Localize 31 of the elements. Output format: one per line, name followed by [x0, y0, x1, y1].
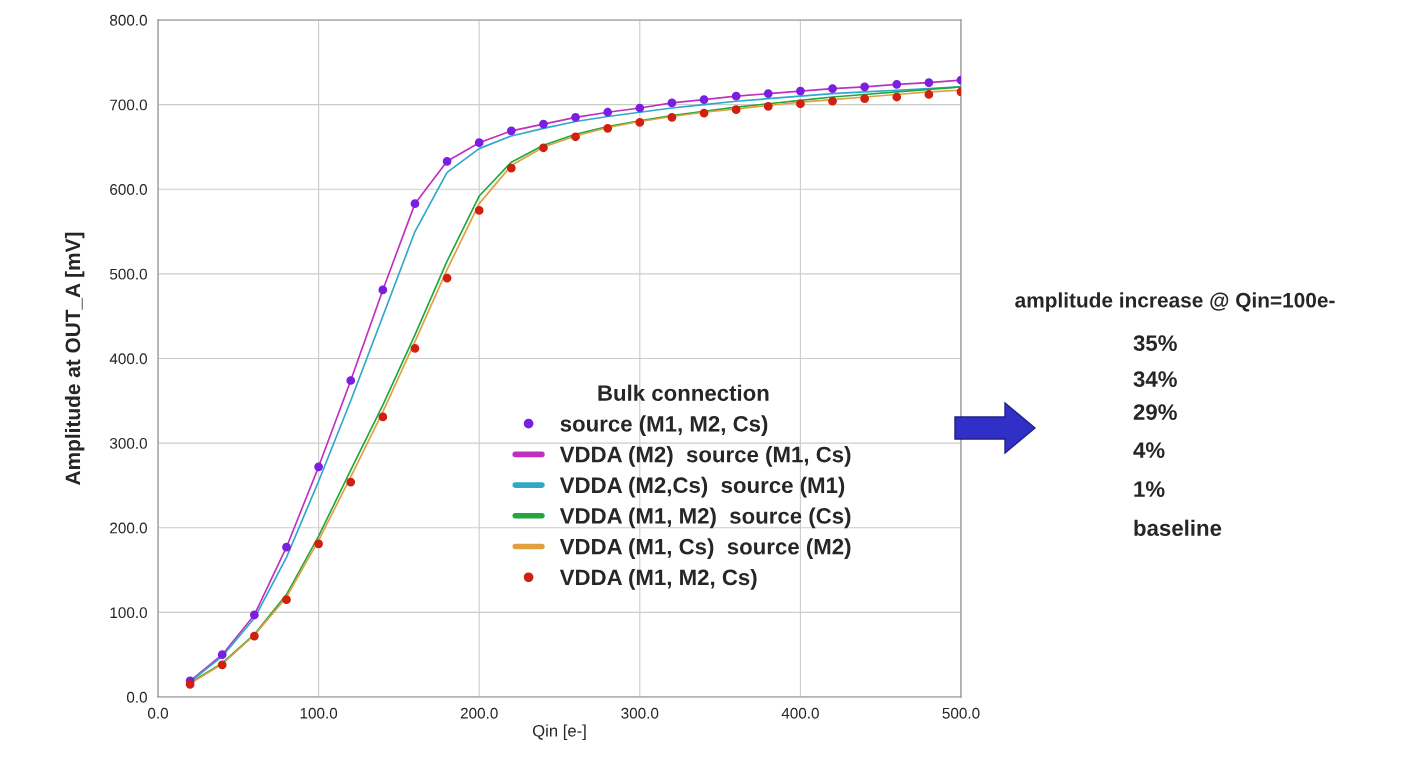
legend-label: VDDA (M2) source (M1, Cs) [559, 446, 851, 467]
legend-label: VDDA (M2,Cs) source (M1) [559, 476, 845, 498]
y-tick-label: 200.0 [110, 522, 147, 534]
y-tick-label: 300.0 [109, 437, 147, 449]
y-tick-label: 400.0 [109, 353, 147, 365]
legend-label: VDDA (M1, M2) source (Cs) [559, 507, 851, 529]
y-axis-title: Amplitude at OUT_A [mV] [64, 232, 85, 485]
x-tick-label: 200.0 [460, 707, 498, 719]
y-tick-label: 500.0 [109, 268, 147, 280]
text: baseline [1134, 519, 1222, 536]
y-tick-label: 800.0 [110, 14, 147, 26]
x-tick-label: 500.0 [942, 707, 980, 719]
x-tick-label: 100.0 [300, 707, 338, 719]
text: 35% [1133, 335, 1177, 351]
y-tick-label: 0.0 [126, 691, 147, 703]
legend-label: VDDA (M1, Cs) source (M2) [559, 538, 851, 559]
text: amplitude increase @ Qin=100e- [1015, 292, 1335, 312]
text: 34% [1133, 371, 1177, 387]
y-tick-label: 100.0 [110, 607, 147, 619]
x-tick-label: 0.0 [147, 707, 169, 719]
x-axis-title: Qin [e-] [532, 724, 586, 740]
text: 4% [1133, 442, 1165, 458]
legend-label: VDDA (M1, M2, Cs) [559, 568, 757, 590]
text: 1% [1134, 481, 1165, 497]
text: 29% [1133, 404, 1177, 420]
x-tick-label: 300.0 [621, 707, 659, 719]
y-tick-label: 600.0 [110, 184, 147, 195]
legend-title: Bulk connection [598, 384, 769, 401]
x-tick-label: 400.0 [781, 707, 819, 719]
y-tick-label: 700.0 [110, 99, 147, 111]
legend-label: source (M1, M2, Cs) [560, 415, 768, 437]
